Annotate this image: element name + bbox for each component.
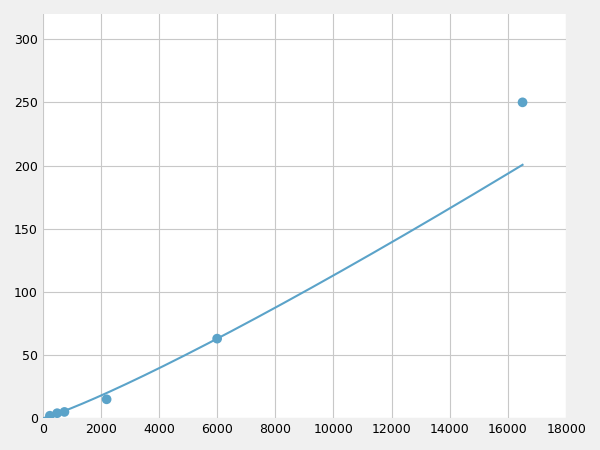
Point	[102, 396, 112, 403]
Point	[212, 335, 222, 342]
Point	[518, 99, 527, 106]
Point	[52, 410, 62, 417]
Point	[45, 412, 55, 419]
Point	[59, 408, 69, 415]
